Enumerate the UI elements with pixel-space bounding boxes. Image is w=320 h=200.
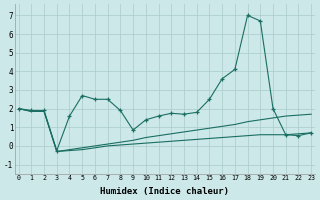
X-axis label: Humidex (Indice chaleur): Humidex (Indice chaleur)	[100, 187, 229, 196]
